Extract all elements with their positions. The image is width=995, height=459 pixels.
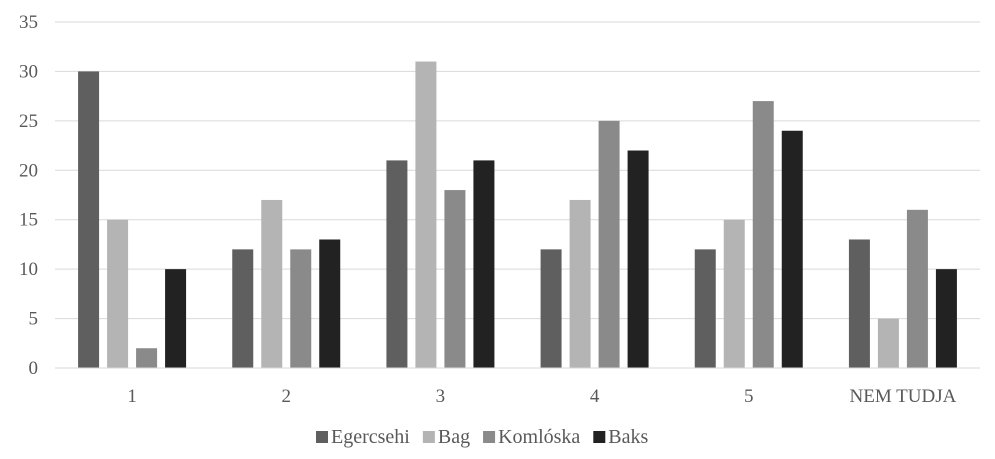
y-tick-label: 0: [29, 358, 39, 379]
y-tick-label: 30: [19, 61, 38, 82]
x-axis-tick-labels: 1 2 3 4 5 NEM TUDJA: [127, 386, 956, 407]
x-tick-label: 2: [282, 386, 292, 407]
legend-swatch: [422, 431, 435, 443]
legend-swatch: [483, 431, 496, 443]
y-tick-label: 20: [19, 160, 38, 181]
y-tick-label: 5: [29, 309, 39, 330]
bar-Egercsehi-NEM TUDJA: [848, 239, 870, 368]
legend: Egercsehi Bag Komlóska Baks: [316, 426, 649, 448]
legend-swatch: [593, 431, 606, 443]
bar-Egercsehi-3: [386, 160, 408, 368]
bar-Baks-1: [165, 269, 187, 368]
y-axis-tick-labels: 0 5 10 15 20 25 30 35: [19, 12, 38, 379]
bar-Bag-NEM TUDJA: [877, 318, 899, 368]
bar-Komlóska-3: [444, 190, 466, 368]
x-tick-label: NEM TUDJA: [850, 386, 957, 407]
bar-Bag-3: [415, 61, 437, 369]
y-tick-label: 35: [19, 12, 38, 33]
bar-Baks-NEM TUDJA: [935, 269, 957, 368]
y-tick-label: 10: [19, 259, 38, 280]
y-tick-label: 15: [19, 210, 38, 231]
bar-Komlóska-4: [598, 120, 620, 368]
bar-Bag-1: [107, 219, 129, 368]
bar-Egercsehi-1: [78, 71, 100, 368]
bar-Komlóska-NEM TUDJA: [906, 209, 928, 368]
bar-Komlóska-2: [290, 249, 312, 368]
bars: [78, 61, 957, 369]
bar-Baks-4: [627, 150, 649, 368]
x-tick-label: 3: [436, 386, 446, 407]
bar-Baks-2: [319, 239, 341, 368]
bar-Egercsehi-4: [540, 249, 562, 368]
legend-swatch: [316, 431, 328, 443]
bar-Bag-5: [723, 219, 745, 368]
y-tick-label: 25: [19, 111, 38, 132]
x-tick-label: 4: [590, 386, 600, 407]
bar-Baks-5: [781, 130, 803, 368]
bar-Bag-4: [569, 199, 591, 368]
x-tick-label: 1: [127, 386, 137, 407]
gridlines: [55, 21, 980, 320]
bar-Komlóska-5: [752, 101, 774, 368]
bar-Baks-3: [473, 160, 495, 368]
legend-label: Bag: [438, 426, 470, 448]
legend-label: Komlóska: [498, 426, 580, 448]
bar-Egercsehi-2: [232, 249, 254, 368]
x-tick-label: 5: [744, 386, 754, 407]
bar-Egercsehi-5: [694, 249, 716, 368]
legend-label: Baks: [608, 426, 648, 448]
legend-label: Egercsehi: [331, 426, 410, 448]
bar-Komlóska-1: [136, 348, 158, 368]
bar-Bag-2: [261, 199, 283, 368]
